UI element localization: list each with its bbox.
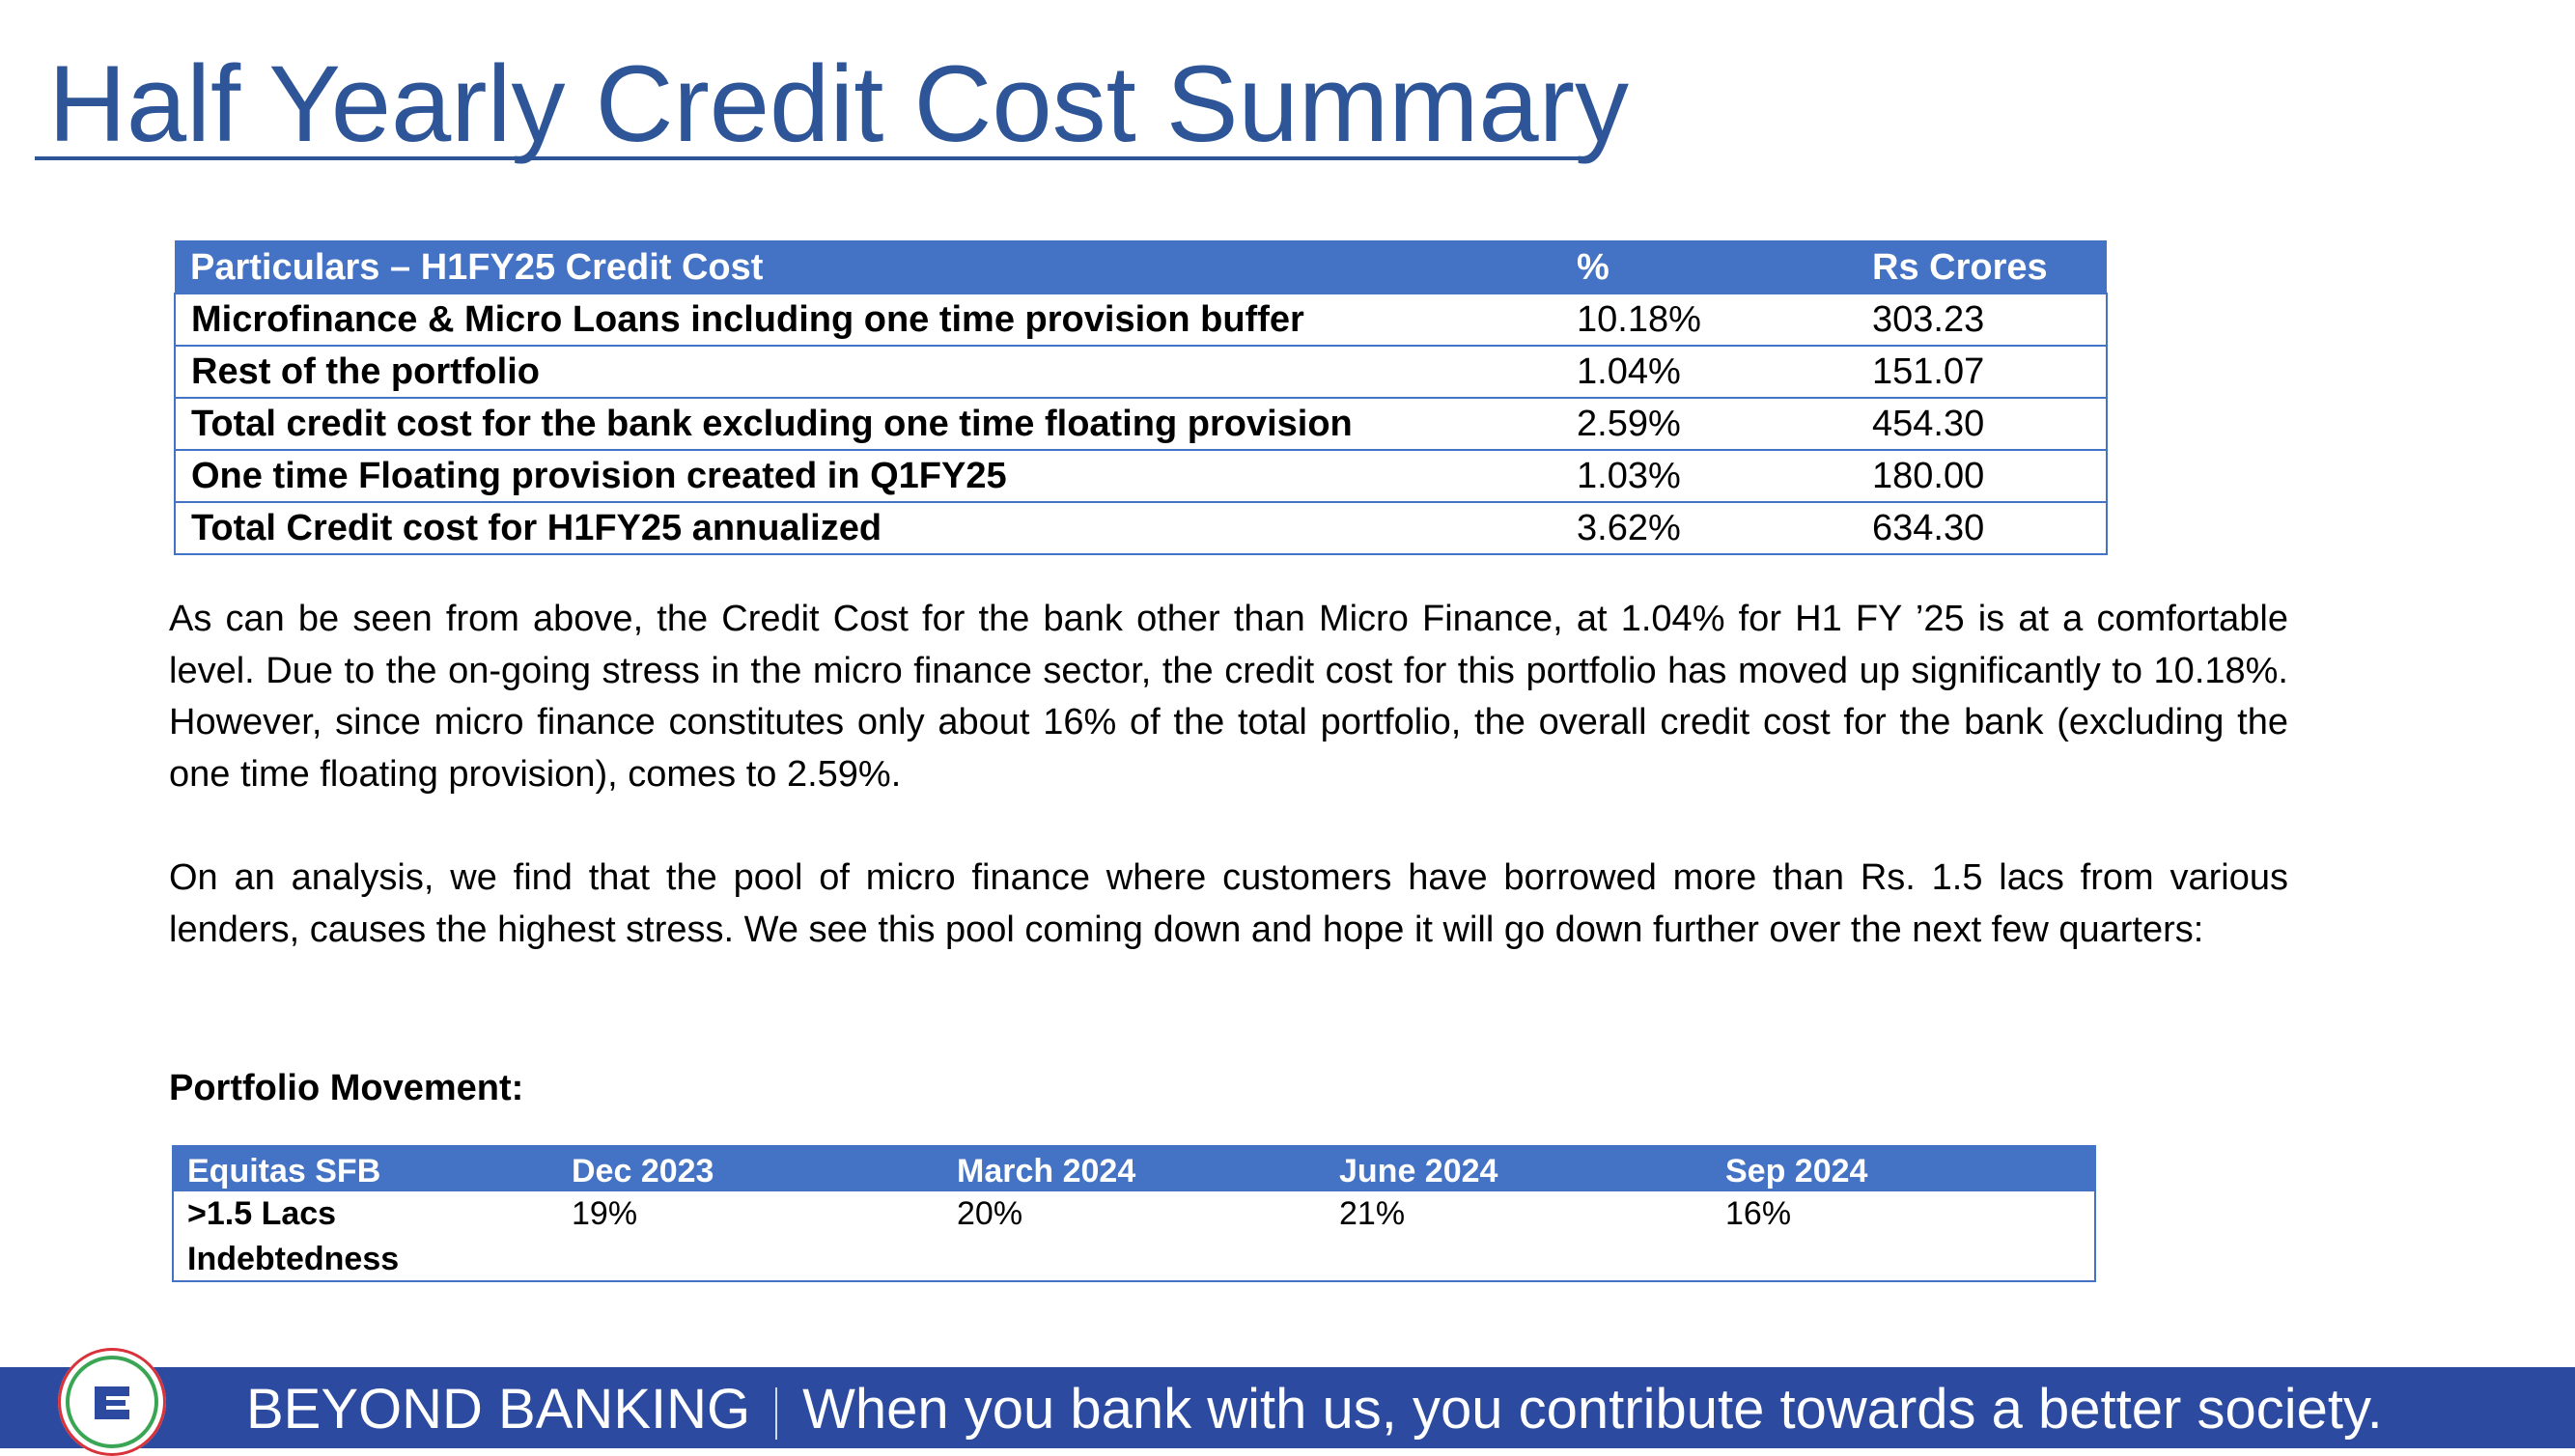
value-dec-2023: 19% (572, 1195, 638, 1232)
header-june-2024: June 2024 (1339, 1153, 1498, 1190)
tagline-divider (775, 1386, 778, 1440)
paragraph-credit-cost: As can be seen from above, the Credit Co… (169, 599, 2288, 795)
movement-header-row: Equitas SFB Dec 2023 March 2024 June 202… (174, 1147, 2094, 1191)
brand-text: BEYOND BANKING (246, 1378, 751, 1441)
row-particular: Total Credit cost for H1FY25 annualized (174, 501, 1561, 555)
portfolio-movement-heading: Portfolio Movement: (169, 1068, 524, 1108)
header-march-2024: March 2024 (957, 1153, 1136, 1190)
row-rs: 454.30 (1857, 397, 2108, 451)
credit-cost-table: Particulars – H1FY25 Credit Cost % Rs Cr… (174, 240, 2108, 555)
paragraph-analysis: On an analysis, we find that the pool of… (169, 857, 2288, 950)
table-row: Microfinance & Micro Loans including one… (174, 293, 2108, 347)
logo-e-glyph-icon (95, 1386, 129, 1419)
page-title: Half Yearly Credit Cost Summary (48, 43, 1630, 164)
footer-bar (0, 1367, 2575, 1448)
equitas-logo-icon (58, 1348, 166, 1456)
table-row: Rest of the portfolio 1.04% 151.07 (174, 345, 2108, 399)
header-dec-2023: Dec 2023 (572, 1153, 714, 1190)
title-underline (35, 156, 1591, 160)
row-percent: 10.18% (1561, 293, 1857, 347)
row-percent: 3.62% (1561, 501, 1857, 555)
footer-tagline: BEYOND BANKING When you bank with us, you… (246, 1373, 2383, 1446)
row-particular: Total credit cost for the bank excluding… (174, 397, 1561, 451)
slogan-text: When you bank with us, you contribute to… (802, 1378, 2383, 1441)
value-sep-2024: 16% (1725, 1195, 1792, 1232)
row-label-indebtedness: >1.5 Lacs Indebtedness (187, 1195, 400, 1277)
row-particular: One time Floating provision created in Q… (174, 449, 1561, 503)
header-percent: % (1561, 240, 1857, 294)
row-rs: 180.00 (1857, 449, 2108, 503)
row-particular: Microfinance & Micro Loans including one… (174, 293, 1561, 347)
logo-ring (66, 1356, 158, 1448)
row-percent: 2.59% (1561, 397, 1857, 451)
row-rs: 634.30 (1857, 501, 2108, 555)
value-june-2024: 21% (1339, 1195, 1406, 1232)
table-row: Total Credit cost for H1FY25 annualized … (174, 501, 2108, 555)
row-particular: Rest of the portfolio (174, 345, 1561, 399)
header-particulars: Particulars – H1FY25 Credit Cost (175, 240, 1561, 294)
row-percent: 1.04% (1561, 345, 1857, 399)
header-sep-2024: Sep 2024 (1725, 1153, 1868, 1190)
row-rs: 303.23 (1857, 293, 2108, 347)
value-march-2024: 20% (957, 1195, 1023, 1232)
row-rs: 151.07 (1857, 345, 2108, 399)
table-row: One time Floating provision created in Q… (174, 449, 2108, 503)
row-percent: 1.03% (1561, 449, 1857, 503)
header-rs-crores: Rs Crores (1857, 240, 2107, 294)
header-equitas-sfb: Equitas SFB (187, 1153, 381, 1190)
table-row: Total credit cost for the bank excluding… (174, 397, 2108, 451)
portfolio-movement-table: Equitas SFB Dec 2023 March 2024 June 202… (172, 1145, 2096, 1282)
table-header-row: Particulars – H1FY25 Credit Cost % Rs Cr… (175, 240, 2107, 294)
